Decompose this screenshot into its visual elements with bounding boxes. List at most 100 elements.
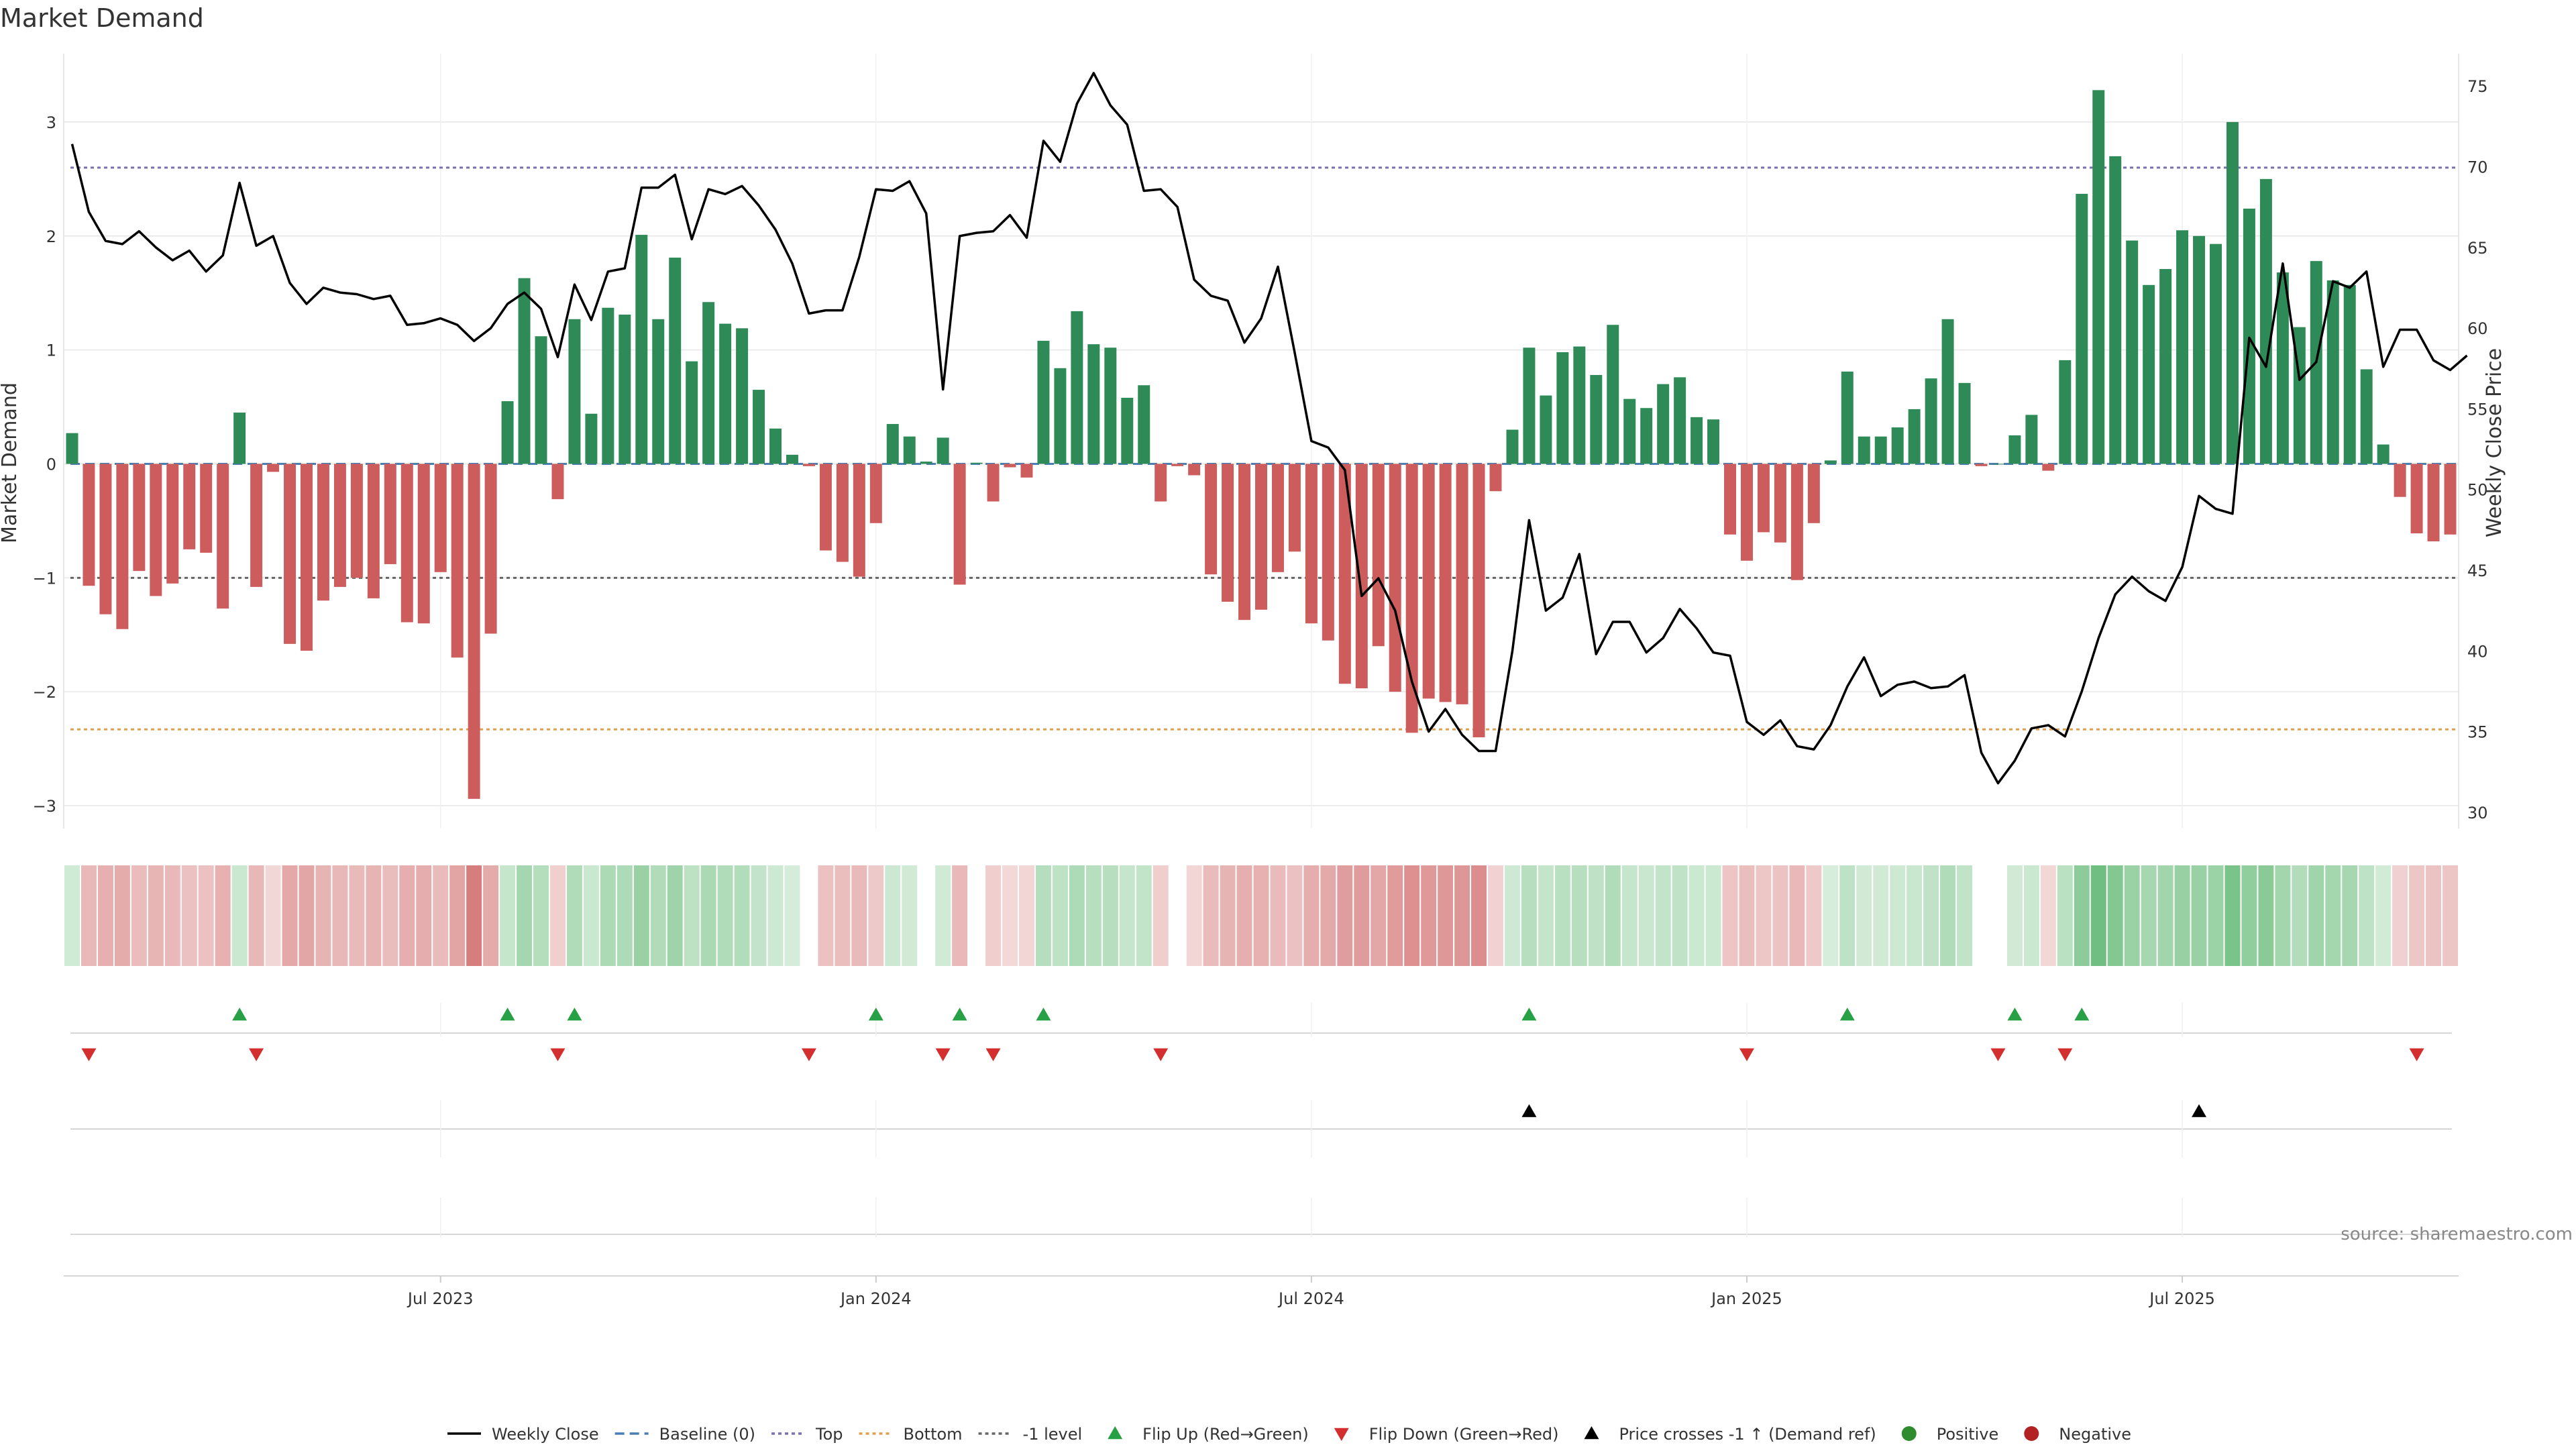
demand-bar [568, 319, 581, 464]
demand-bar [1523, 347, 1536, 464]
demand-bar [2193, 235, 2206, 464]
flip-up-marker [952, 1008, 967, 1021]
right-tick-label: 45 [2467, 561, 2488, 580]
left-tick-label: 1 [46, 341, 56, 360]
demand-bar [1205, 464, 1218, 575]
demand-bar [1222, 464, 1234, 602]
demand-bar [1087, 344, 1100, 464]
legend-label: -1 level [1023, 1425, 1083, 1444]
legend-label: Positive [1937, 1425, 1999, 1444]
heat-cell [148, 865, 164, 966]
flip-down-marker [2409, 1048, 2424, 1061]
heat-cell [1655, 865, 1671, 966]
heat-cell [1186, 865, 1202, 966]
heat-cell [1152, 865, 1169, 966]
heat-cell [181, 865, 197, 966]
heat-cell [1940, 865, 1956, 966]
legend-label: Bottom [904, 1425, 963, 1444]
demand-bar [886, 424, 899, 464]
heat-cell [1069, 865, 1085, 966]
heat-cell [1705, 865, 1721, 966]
heat-cell [382, 865, 398, 966]
demand-bar [2126, 240, 2139, 464]
demand-bar [2025, 415, 2038, 464]
heat-cell [2443, 865, 2458, 966]
heat-cell [751, 865, 767, 966]
demand-bar [1121, 397, 1134, 464]
right-tick-label: 40 [2467, 642, 2488, 661]
demand-bar [1941, 319, 1954, 464]
heat-cell [1253, 865, 1269, 966]
heat-cell [1789, 865, 1805, 966]
demand-bar [301, 464, 313, 651]
heat-cell [2141, 865, 2157, 966]
heat-cell [1538, 865, 1554, 966]
heat-cell [2124, 865, 2140, 966]
heat-cell [215, 865, 231, 966]
heat-cell [1504, 865, 1520, 966]
demand-bar [1004, 464, 1016, 468]
heat-cell [1957, 865, 1973, 966]
demand-bar [869, 464, 882, 523]
flip-up-marker [2007, 1008, 2023, 1021]
heat-cell [1119, 865, 1135, 966]
heat-cell [1907, 865, 1923, 966]
demand-bar [1071, 311, 1083, 464]
demand-bar [2410, 464, 2423, 534]
heat-cell [366, 865, 382, 966]
demand-bar [1757, 464, 1770, 533]
demand-bar [1489, 464, 1502, 492]
heat-cell [2292, 865, 2308, 966]
price-cross-marker [1521, 1104, 1537, 1118]
price-line-layer [70, 72, 2468, 785]
legend-entry: Flip Down (Green→Red) [1334, 1425, 1558, 1444]
demand-bar [2259, 178, 2272, 464]
demand-bar [99, 464, 112, 614]
heat-cell [433, 865, 449, 966]
demand-bar [853, 464, 865, 577]
heat-cell [97, 865, 113, 966]
flip-up-marker [232, 1008, 248, 1021]
demand-bar [786, 454, 798, 464]
heat-cell [2392, 865, 2408, 966]
marker-panels [64, 1003, 2459, 1277]
left-tick-label: −2 [33, 683, 56, 702]
heat-cell [1554, 865, 1570, 966]
legend-entry: Positive [1901, 1425, 1999, 1444]
heat-cell [265, 865, 281, 966]
demand-bar [635, 235, 648, 464]
legend-entry: Bottom [859, 1425, 963, 1444]
demand-bar [83, 464, 95, 586]
heat-cell [1438, 865, 1454, 966]
heat-cell [2023, 865, 2039, 966]
heat-cell [164, 865, 180, 966]
demand-bar [1271, 464, 1284, 572]
heat-cell [1102, 865, 1118, 966]
right-tick-label: 70 [2467, 158, 2488, 176]
heat-cell [1236, 865, 1252, 966]
demand-bar [1858, 436, 1870, 464]
demand-bar [1188, 464, 1201, 476]
demand-bar [1540, 395, 1552, 464]
flip-down-marker [249, 1048, 264, 1061]
heat-cell [583, 865, 599, 966]
heat-cell [616, 865, 633, 966]
demand-bars [66, 90, 2457, 799]
demand-bar [1623, 398, 1636, 464]
heat-cell [1488, 865, 1503, 966]
heat-cell [131, 865, 147, 966]
heat-cell [767, 865, 784, 966]
demand-bar [451, 464, 464, 658]
flip-up-marker [500, 1008, 515, 1021]
demand-bar [903, 436, 916, 464]
demand-bar [836, 464, 849, 562]
demand-bar [133, 464, 146, 572]
demand-bar [819, 464, 832, 551]
demand-bar [1456, 464, 1468, 704]
demand-bar [66, 433, 78, 464]
demand-bar [1037, 341, 1050, 464]
heat-cell [969, 865, 984, 966]
x-axis-ticks: Jul 2023 Jan 2024 Jul 2024 Jan 2025 Jul 2025 [407, 1276, 2215, 1308]
demand-bar [619, 314, 631, 464]
heat-cell [449, 865, 466, 966]
